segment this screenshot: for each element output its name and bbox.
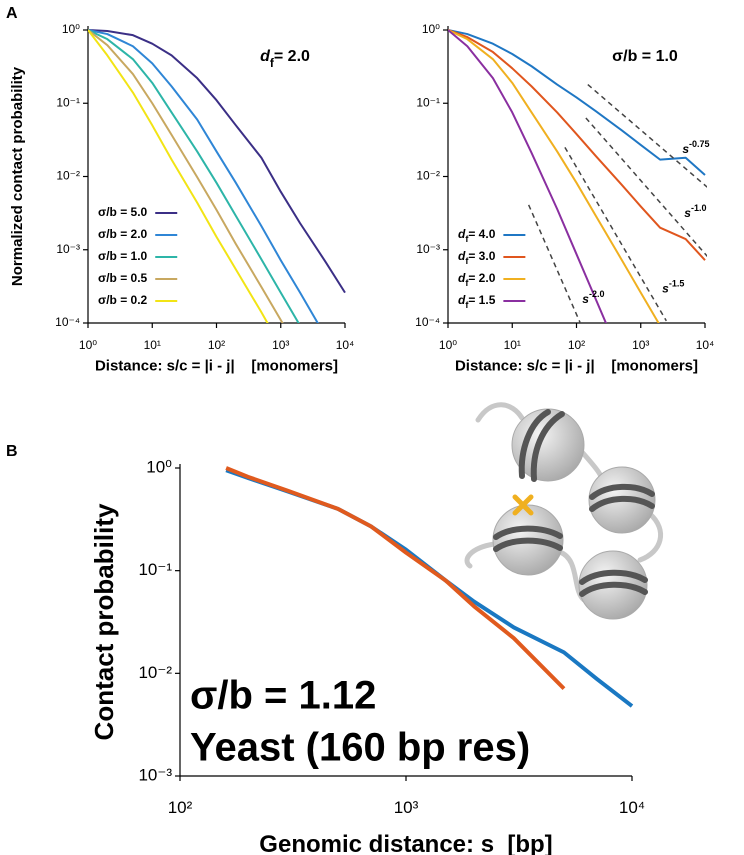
panel-label: B [6,443,18,460]
y-tick-label: 10⁻⁴ [55,315,80,329]
plot-area [448,29,707,323]
guide-label: s-1.0 [684,203,706,220]
series-line [225,468,634,708]
y-axis-label: Normalized contact probability [9,66,26,286]
x-tick-label: 10⁴ [619,798,645,817]
series-line [448,29,660,323]
x-axis-label: Genomic distance: s [bp] [259,831,552,855]
annotation: df= 2.0 [260,48,310,70]
guide-label: s-0.75 [682,139,709,156]
series-line [88,29,300,323]
series-line [88,29,284,323]
nucleosome-diagram [464,402,663,620]
y-tick-label: 10⁻³ [138,765,172,784]
y-tick-label: 10⁻² [56,169,80,183]
series-line [448,29,608,323]
guide-label: s-1.5 [662,279,684,296]
y-tick-label: 10⁰ [146,457,172,476]
x-tick-label: 10³ [394,798,419,817]
legend-label: σ/b = 0.2 [98,293,148,307]
y-tick-label: 10⁻¹ [416,95,440,109]
y-tick-label: 10⁻⁴ [415,315,440,329]
x-tick-label: 10² [208,338,225,352]
chart: 10⁰ 10¹ 10² 10³ 10⁴ 10⁻⁴ 10⁻³ 10⁻² 10⁻¹ 10⁰ Distan… [9,22,354,374]
guide-line [587,83,707,188]
plot-area [225,466,634,708]
x-tick-label: 10⁰ [79,338,97,352]
x-tick-label: 10⁴ [336,338,355,352]
legend-label: df= 4.0 [458,227,496,244]
legend-label: df= 1.5 [458,293,496,310]
series-line [448,29,706,176]
y-tick-label: 10⁻³ [56,242,80,256]
y-tick-label: 10⁰ [422,22,440,36]
chart: 10² 10³ 10⁴ 10⁻³ 10⁻² 10⁻¹ 10⁰ Genomic distance… [89,457,645,855]
legend-label: σ/b = 1.12 [190,674,376,718]
legend-label: σ/b = 2.0 [98,227,148,241]
series-line [448,29,706,261]
legend-label: df= 2.0 [458,271,496,288]
chart: 10⁰ 10¹ 10² 10³ 10⁴ 10⁻⁴ 10⁻³ 10⁻² 10⁻¹ 10⁰ Distan… [415,22,715,374]
x-tick-label: 10³ [272,338,289,352]
guide-line [585,117,707,258]
legend-label: σ/b = 1.0 [98,249,148,263]
x-tick-label: 10² [568,338,585,352]
x-tick-label: 10² [168,798,193,817]
legend-label: σ/b = 5.0 [98,205,148,219]
x-axis-label: Distance: s/c = |i - j| [monomers] [95,357,338,374]
y-tick-label: 10⁻¹ [138,560,172,579]
x-tick-label: 10¹ [504,338,521,352]
x-tick-label: 10¹ [144,338,161,352]
legend-label: df= 3.0 [458,249,496,266]
legend-label: Yeast (160 bp res) [190,726,530,770]
guide-label: s-2.0 [582,289,604,306]
x-tick-label: 10⁰ [439,338,457,352]
annotation: σ/b = 1.0 [612,48,678,65]
series-line [88,29,269,323]
y-tick-label: 10⁻¹ [56,95,80,109]
guide-line [527,204,582,323]
y-tick-label: 10⁻³ [416,242,440,256]
y-axis-label: Contact probability [89,503,119,740]
x-tick-label: 10³ [632,338,649,352]
x-tick-label: 10⁴ [696,338,715,352]
guide-line [564,146,667,322]
series-line [88,29,319,323]
x-axis-label: Distance: s/c = |i - j| [monomers] [455,357,698,374]
y-tick-label: 10⁻² [138,663,172,682]
y-tick-label: 10⁻² [416,169,440,183]
y-tick-label: 10⁰ [62,22,80,36]
series-line [225,466,566,691]
legend-label: σ/b = 0.5 [98,271,148,285]
panel-label: A [6,5,18,22]
plot-area [88,29,346,323]
series-line [88,29,346,294]
